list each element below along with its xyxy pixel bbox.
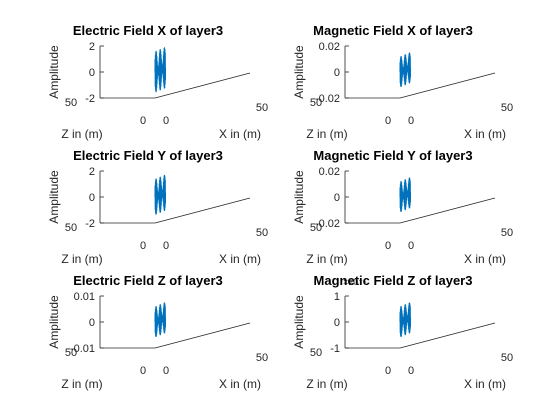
x-axis-label: X in (m) bbox=[464, 377, 506, 391]
field-trace-line bbox=[400, 52, 411, 87]
amplitude-axis-label: Amplitude bbox=[292, 295, 306, 349]
x-axis-line bbox=[155, 198, 250, 223]
amplitude-tick-label: 0 bbox=[89, 192, 95, 204]
subplot-6: Magnetic Field Z of layer3 1 0 -1 ×10⁻⁵ 50 0 0 5… bbox=[292, 273, 513, 391]
x-axis-label: X in (m) bbox=[219, 252, 261, 266]
x-axis-label: X in (m) bbox=[219, 377, 261, 391]
amplitude-axis-label: Amplitude bbox=[47, 295, 61, 349]
z-tick-label: 0 bbox=[140, 365, 146, 377]
x-tick-label: 0 bbox=[408, 115, 414, 127]
x-tick-label: 0 bbox=[163, 115, 169, 127]
z-tick-label: 50 bbox=[310, 347, 322, 359]
x-axis-label: X in (m) bbox=[219, 127, 261, 141]
x-tick-label: 0 bbox=[163, 365, 169, 377]
amplitude-tick-label: 2 bbox=[89, 166, 95, 178]
subplot-title: Electric Field Y of layer3 bbox=[73, 148, 223, 163]
amplitude-axis-label: Amplitude bbox=[47, 170, 61, 224]
z-tick-label: 50 bbox=[65, 222, 77, 234]
field-trace-line bbox=[400, 177, 411, 212]
amplitude-tick-label: 0 bbox=[334, 317, 340, 329]
field-trace-line bbox=[155, 47, 166, 92]
x-tick-label: 50 bbox=[256, 102, 268, 114]
amplitude-tick-label: 0.01 bbox=[74, 291, 95, 303]
z-tick-label: 0 bbox=[385, 115, 391, 127]
x-tick-label: 50 bbox=[501, 352, 513, 364]
subplot-title: Magnetic Field Y of layer3 bbox=[313, 148, 472, 163]
amplitude-tick-label: -2 bbox=[85, 93, 95, 105]
z-axis-label: Z in (m) bbox=[61, 377, 102, 391]
x-axis-line bbox=[400, 323, 495, 348]
z-tick-label: 50 bbox=[65, 97, 77, 109]
x-axis-line bbox=[400, 198, 495, 223]
field-trace-line bbox=[400, 302, 411, 337]
exponent-label: ×10⁻⁵ bbox=[343, 277, 367, 287]
z-axis-label: Z in (m) bbox=[306, 377, 347, 391]
amplitude-tick-label: 0 bbox=[89, 317, 95, 329]
amplitude-tick-label: 0 bbox=[334, 192, 340, 204]
z-tick-label: 50 bbox=[65, 347, 77, 359]
z-tick-label: 0 bbox=[385, 365, 391, 377]
z-axis-label: Z in (m) bbox=[61, 252, 102, 266]
subplot-3: Electric Field Y of layer3 2 0 -2 50 0 0 50 Z in… bbox=[47, 148, 268, 266]
z-axis-label: Z in (m) bbox=[306, 127, 347, 141]
x-tick-label: 0 bbox=[408, 365, 414, 377]
x-tick-label: 50 bbox=[501, 227, 513, 239]
z-tick-label: 0 bbox=[140, 115, 146, 127]
amplitude-axis-label: Amplitude bbox=[292, 45, 306, 99]
z-axis-label: Z in (m) bbox=[61, 127, 102, 141]
subplot-1: Electric Field X of layer3 2 0 -2 50 0 0 50 Z in… bbox=[47, 23, 268, 141]
amplitude-tick-label: 0.02 bbox=[319, 41, 340, 53]
x-axis-label: X in (m) bbox=[464, 127, 506, 141]
x-tick-label: 50 bbox=[256, 352, 268, 364]
amplitude-axis-label: Amplitude bbox=[292, 170, 306, 224]
amplitude-tick-label: -1 bbox=[330, 343, 340, 355]
x-tick-label: 50 bbox=[501, 102, 513, 114]
subplot-title: Electric Field Z of layer3 bbox=[73, 273, 223, 288]
subplot-title: Magnetic Field X of layer3 bbox=[313, 23, 473, 38]
z-tick-label: 0 bbox=[140, 240, 146, 252]
field-trace-line bbox=[155, 302, 166, 337]
amplitude-tick-label: 0.02 bbox=[319, 166, 340, 178]
x-axis-line bbox=[400, 73, 495, 98]
z-axis-label: Z in (m) bbox=[306, 252, 347, 266]
amplitude-tick-label: 2 bbox=[89, 41, 95, 53]
x-tick-label: 0 bbox=[408, 240, 414, 252]
amplitude-tick-label: 1 bbox=[334, 291, 340, 303]
x-tick-label: 0 bbox=[163, 240, 169, 252]
subplot-title: Magnetic Field Z of layer3 bbox=[314, 273, 473, 288]
x-axis-line bbox=[155, 323, 250, 348]
z-tick-label: 50 bbox=[310, 97, 322, 109]
amplitude-tick-label: -2 bbox=[85, 218, 95, 230]
amplitude-tick-label: 0 bbox=[89, 67, 95, 79]
z-tick-label: 0 bbox=[385, 240, 391, 252]
x-axis-label: X in (m) bbox=[464, 252, 506, 266]
field-trace-line bbox=[155, 175, 166, 215]
subplot-title: Electric Field X of layer3 bbox=[73, 23, 223, 38]
amplitude-tick-label: 0 bbox=[334, 67, 340, 79]
x-tick-label: 50 bbox=[256, 227, 268, 239]
z-tick-label: 50 bbox=[310, 222, 322, 234]
x-axis-line bbox=[155, 73, 250, 98]
subplot-grid: Electric Field X of layer3 2 0 -2 50 0 0 50 Z in… bbox=[47, 23, 513, 391]
amplitude-axis-label: Amplitude bbox=[47, 45, 61, 99]
